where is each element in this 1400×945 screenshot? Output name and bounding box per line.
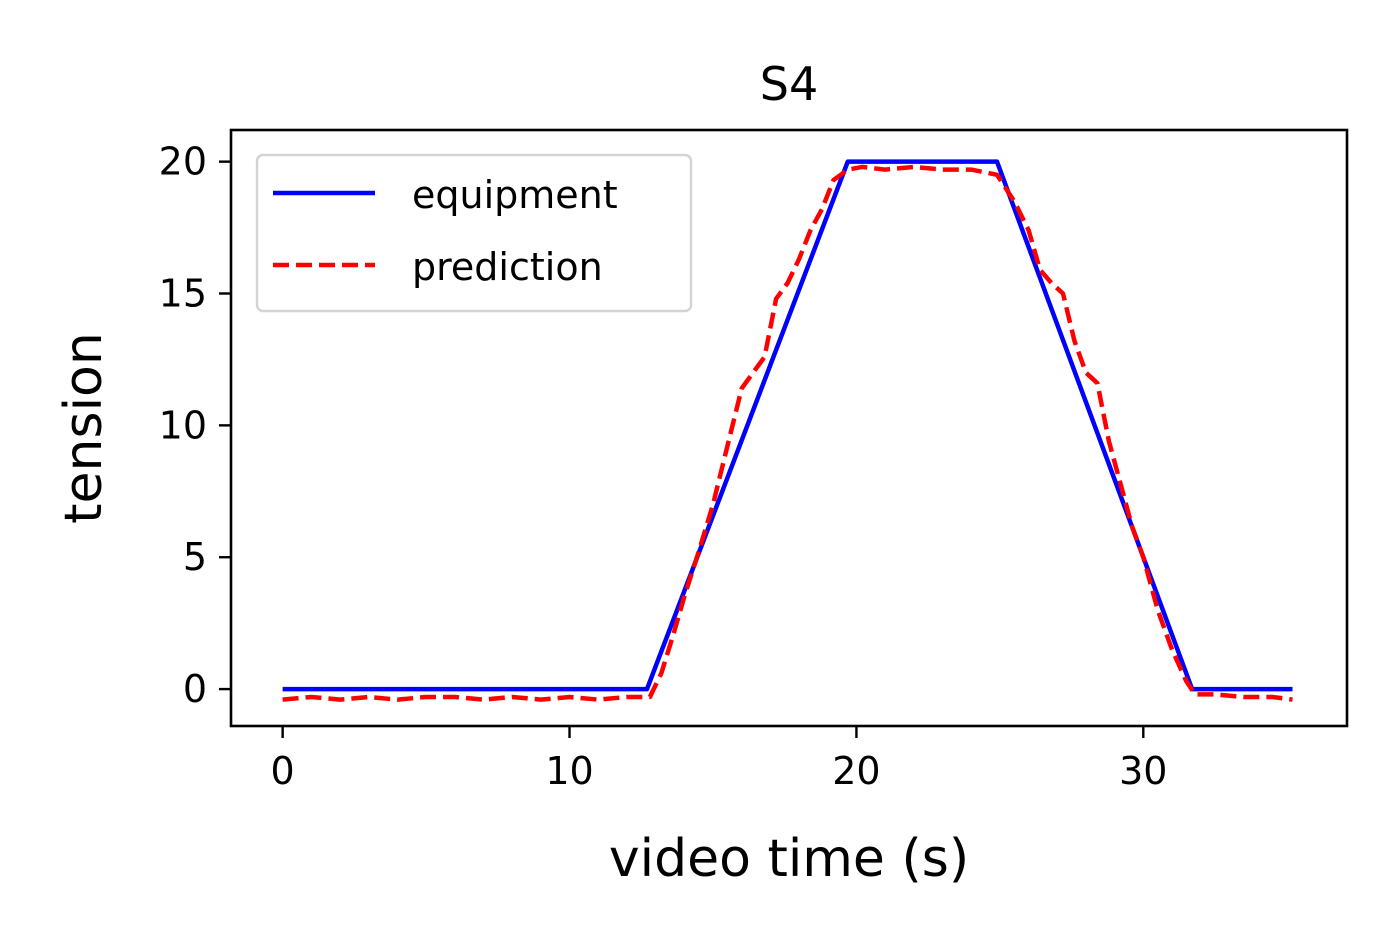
legend-label-equipment: equipment <box>412 173 618 217</box>
x-axis-label: video time (s) <box>609 829 969 889</box>
y-tick-label-0: 0 <box>183 667 207 711</box>
chart-title: S4 <box>760 57 818 111</box>
series-line-equipment <box>282 159 1293 692</box>
x-tick-label-30: 30 <box>1119 749 1167 793</box>
plot-area <box>282 159 1293 702</box>
y-tick-label-5: 5 <box>183 535 207 579</box>
plot-frame <box>229 128 1349 728</box>
y-axis: 0 5 10 15 20 <box>159 140 231 711</box>
series-line-prediction <box>282 164 1293 702</box>
legend-label-prediction: prediction <box>412 245 603 289</box>
y-tick-label-20: 20 <box>159 140 207 184</box>
y-axis-label: tension <box>54 332 114 524</box>
x-tick-label-20: 20 <box>832 749 880 793</box>
x-tick-label-0: 0 <box>271 749 295 793</box>
x-tick-label-10: 10 <box>545 749 593 793</box>
x-axis: 0 10 20 30 <box>271 726 1167 793</box>
y-tick-label-10: 10 <box>159 403 207 447</box>
legend: equipment prediction <box>255 153 693 313</box>
y-tick-label-15: 15 <box>159 272 207 316</box>
